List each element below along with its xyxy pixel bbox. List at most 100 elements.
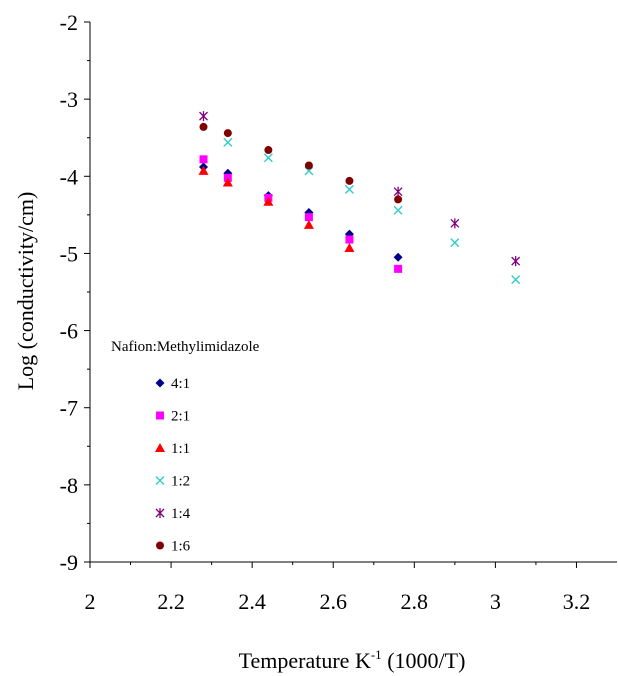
square-marker [156,411,164,420]
x-tick-label: 2.4 [238,589,266,614]
plot-axes [89,22,617,563]
legend-label: 1:2 [171,474,190,490]
data-point [511,275,521,285]
legend-label: 4:1 [171,376,190,392]
triangle-marker [303,219,314,229]
y-tick-label: -8 [60,473,78,498]
asterisk-marker [450,218,460,229]
legend-label: 1:1 [171,441,190,457]
x-tick-label: 2 [85,589,96,614]
square-marker [345,235,354,244]
circle-marker [264,146,273,155]
x-tick-label: 3 [490,589,501,614]
square-marker [304,213,313,222]
legend-item: 4:1 [155,376,190,392]
asterisk-marker [511,256,521,267]
asterisk-marker [155,508,165,518]
x-marker [450,238,460,248]
legend-marker [155,508,165,518]
triangle-marker [198,165,209,175]
data-point [393,186,403,197]
asterisk-marker [393,186,403,197]
y-tick-label: -3 [60,87,78,112]
x-tick-label: 3.2 [563,589,591,614]
y-tick-label: -4 [60,164,78,189]
diamond-marker [393,252,403,262]
x-marker [223,137,233,147]
y-axis-title: Log (conductivity/cm) [13,192,38,391]
legend-item: 1:6 [156,539,191,555]
data-point [345,176,354,185]
axis-ticks: -2 -3 -4 -5 -6 -7 -8 -9 2 2.2 2.4 2.6 2.8 3 3.2 [60,10,591,614]
y-tick-label: -9 [60,550,78,575]
y-tick-label: -7 [60,396,78,421]
triangle-marker [263,196,274,206]
data-point [199,122,208,131]
data-point [264,146,273,155]
diamond-marker [155,378,165,388]
legend-item: 2:1 [156,409,190,425]
data-point [199,155,208,164]
x-axis-title: Temperature K-1 (1000/T) [239,647,466,673]
legend-label: 1:6 [171,539,191,555]
series-1-6 [199,122,403,204]
circle-marker [199,122,208,131]
legend-item: 1:4 [155,506,191,522]
data-point [263,196,274,206]
x-tick-label: 2.6 [319,589,347,614]
triangle-marker [222,177,233,187]
x-marker [263,153,273,163]
triangle-marker [344,243,355,253]
data-points [198,111,521,285]
data-point [344,184,354,194]
data-point [303,219,314,229]
x-marker [511,275,521,285]
circle-marker [345,176,354,185]
circle-marker [156,541,164,550]
y-tick-label: -5 [60,241,78,266]
data-point [222,177,233,187]
triangle-marker [155,443,165,452]
x-axis-title-main: Temperature K [239,648,371,673]
legend-item: 1:1 [155,441,190,457]
legend-label: 1:4 [171,506,191,522]
x-marker [393,205,403,215]
data-point [223,137,233,147]
circle-marker [394,195,403,204]
asterisk-marker [199,111,208,122]
data-point [198,165,209,175]
data-point [393,205,403,215]
x-marker [344,184,354,194]
data-point [199,111,208,122]
circle-marker [223,129,232,138]
series-1-2 [223,137,521,285]
data-point [304,213,313,222]
legend-title: Nafion:Methylimidazole [111,339,260,355]
square-marker [199,155,208,164]
x-tick-label: 2.8 [401,589,429,614]
data-point [450,238,460,248]
data-point [511,256,521,267]
data-point [394,195,403,204]
x-axis-title-superscript: -1 [371,647,382,662]
legend-marker [155,443,165,452]
data-point [393,252,403,262]
x-marker [155,476,165,485]
x-axis-title-suffix: (1000/T) [382,648,466,673]
legend-marker [155,476,165,485]
y-tick-label: -2 [60,10,78,35]
legend-label: 2:1 [171,409,190,425]
data-point [394,264,403,273]
series-1-4 [199,111,521,267]
legend-marker [156,411,164,420]
y-tick-label: -6 [60,319,78,344]
legend-marker [156,541,164,550]
data-point [450,218,460,229]
series-1-1 [198,165,355,253]
data-point [345,235,354,244]
data-point [344,243,355,253]
data-point [304,161,313,170]
data-point [263,153,273,163]
circle-marker [304,161,313,170]
